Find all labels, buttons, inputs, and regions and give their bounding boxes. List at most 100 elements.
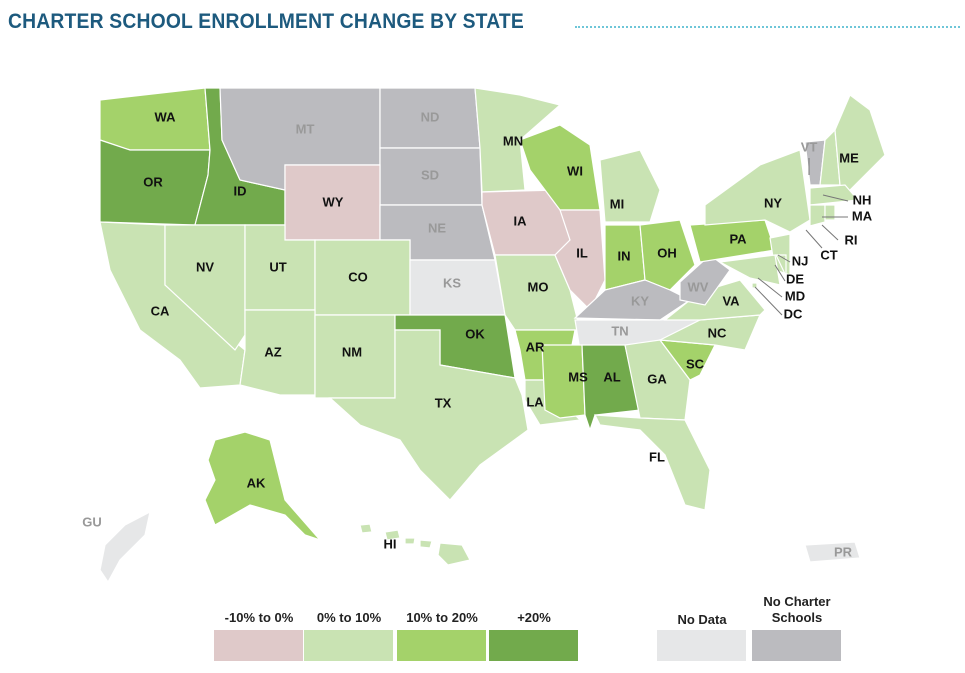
legend-swatch-neg bbox=[214, 630, 303, 661]
state-label: SD bbox=[421, 167, 439, 182]
state-shape[interactable] bbox=[239, 309, 316, 396]
state-shape[interactable] bbox=[751, 282, 758, 289]
state-ri[interactable] bbox=[824, 204, 836, 221]
state-ma[interactable] bbox=[809, 184, 860, 206]
state-mi[interactable] bbox=[599, 149, 661, 223]
state-label: MS bbox=[568, 369, 588, 384]
state-shape[interactable] bbox=[419, 539, 433, 549]
state-label: OH bbox=[657, 245, 677, 260]
state-nc[interactable] bbox=[657, 314, 761, 351]
state-shape[interactable] bbox=[164, 224, 246, 351]
state-label: NV bbox=[196, 259, 214, 274]
state-shape[interactable] bbox=[624, 339, 691, 421]
state-nv[interactable] bbox=[164, 224, 246, 351]
leader-line bbox=[757, 277, 783, 298]
state-shape[interactable] bbox=[541, 344, 586, 419]
state-tx[interactable] bbox=[328, 329, 529, 501]
state-shape[interactable] bbox=[204, 431, 322, 542]
state-hi[interactable] bbox=[359, 523, 471, 566]
state-label: ID bbox=[234, 183, 247, 198]
state-label: GA bbox=[647, 371, 667, 386]
state-label: IL bbox=[576, 245, 588, 260]
state-label: OK bbox=[465, 326, 485, 341]
state-label: LA bbox=[526, 394, 544, 409]
legend-label-mid: 10% to 20% bbox=[406, 610, 478, 625]
state-shape[interactable] bbox=[99, 510, 151, 584]
state-shape[interactable] bbox=[834, 94, 886, 197]
state-ak[interactable] bbox=[204, 431, 322, 542]
state-label: WY bbox=[323, 194, 344, 209]
state-label: KS bbox=[443, 275, 461, 290]
leader-line bbox=[754, 286, 783, 316]
state-shape[interactable] bbox=[437, 542, 471, 566]
legend-label-none: No Charter Schools bbox=[763, 594, 831, 625]
state-shape[interactable] bbox=[657, 314, 761, 351]
state-shape[interactable] bbox=[474, 87, 562, 193]
state-ny[interactable] bbox=[704, 149, 811, 233]
state-gu[interactable] bbox=[99, 510, 151, 584]
state-shape[interactable] bbox=[599, 149, 661, 223]
state-shape[interactable] bbox=[775, 254, 787, 277]
legend-swatch-none bbox=[752, 630, 841, 661]
state-shape[interactable] bbox=[809, 184, 860, 206]
state-shape[interactable] bbox=[718, 254, 781, 286]
state-mn[interactable] bbox=[474, 87, 562, 193]
title-divider bbox=[575, 26, 960, 28]
state-ms[interactable] bbox=[541, 344, 586, 419]
legend-swatch-mid bbox=[397, 630, 486, 661]
state-oh[interactable] bbox=[639, 219, 696, 291]
state-label: PA bbox=[729, 231, 747, 246]
state-label: AL bbox=[603, 369, 620, 384]
state-shape[interactable] bbox=[359, 523, 373, 534]
state-label: IA bbox=[514, 213, 528, 228]
legend-label-high: +20% bbox=[517, 610, 551, 625]
state-label: DE bbox=[786, 271, 804, 286]
state-shape[interactable] bbox=[824, 204, 836, 221]
leader-line bbox=[822, 194, 849, 202]
state-label: ND bbox=[421, 109, 440, 124]
state-label: SC bbox=[686, 356, 705, 371]
state-label: WA bbox=[155, 109, 177, 124]
state-label: MN bbox=[503, 133, 523, 148]
legend-swatch-nodata bbox=[657, 630, 746, 661]
state-shape[interactable] bbox=[328, 329, 529, 501]
state-label: DC bbox=[784, 306, 803, 321]
state-fl[interactable] bbox=[593, 414, 711, 511]
state-shape[interactable] bbox=[704, 149, 811, 233]
legend-swatch-high bbox=[489, 630, 578, 661]
state-de[interactable] bbox=[775, 254, 787, 277]
state-label: PR bbox=[834, 544, 853, 559]
state-shape[interactable] bbox=[809, 204, 826, 227]
state-label: AR bbox=[526, 339, 545, 354]
state-shape[interactable] bbox=[804, 541, 861, 563]
state-il[interactable] bbox=[554, 209, 606, 312]
leader-line bbox=[821, 224, 839, 241]
legend-label-low: 0% to 10% bbox=[316, 610, 382, 625]
state-shape[interactable] bbox=[639, 219, 696, 291]
state-label: FL bbox=[649, 449, 665, 464]
state-pr[interactable] bbox=[804, 541, 861, 563]
state-label: TN bbox=[611, 323, 628, 338]
state-md[interactable] bbox=[718, 254, 781, 286]
state-me[interactable] bbox=[834, 94, 886, 197]
state-shape[interactable] bbox=[384, 529, 401, 541]
state-ct[interactable] bbox=[809, 204, 826, 227]
state-shape[interactable] bbox=[593, 414, 711, 511]
state-shape[interactable] bbox=[554, 209, 606, 312]
state-label: ME bbox=[839, 150, 859, 165]
state-label: NM bbox=[342, 344, 362, 359]
state-ga[interactable] bbox=[624, 339, 691, 421]
state-label: MT bbox=[296, 121, 315, 136]
legend-label-neg: -10% to 0% bbox=[224, 610, 294, 625]
state-label: GU bbox=[82, 514, 102, 529]
state-label: MO bbox=[528, 279, 549, 294]
state-label: AZ bbox=[264, 344, 281, 359]
state-label: VA bbox=[722, 293, 740, 308]
state-label: NC bbox=[708, 325, 727, 340]
state-label: MI bbox=[610, 196, 624, 211]
leader-line bbox=[777, 254, 791, 263]
state-dc[interactable] bbox=[751, 282, 758, 289]
state-az[interactable] bbox=[239, 309, 316, 396]
state-label: NY bbox=[764, 195, 782, 210]
state-shape[interactable] bbox=[404, 537, 416, 545]
